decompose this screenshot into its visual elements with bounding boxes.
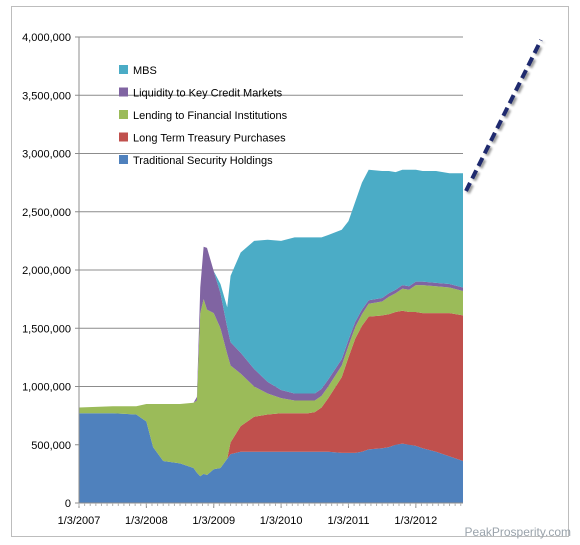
legend-label: Liquidity to Key Credit Markets [133,88,283,100]
legend-label: Lending to Financial Institutions [133,110,288,122]
area-long-term-treasury-purchases [79,310,463,477]
y-tick-label: 3,000,000 [22,149,71,161]
y-axis: 0 500,000 1,000,000 1,500,000 2,000,000 2,500… [22,32,80,510]
area-series [79,169,463,503]
x-tick-label: 1/3/2011 [327,515,369,527]
projection-dashed-line [464,39,543,192]
x-axis: 1/3/2007 1/3/2008 1/3/2009 1/3/2010 1/3/2011… [58,502,463,527]
y-tick-label: 2,000,000 [22,265,71,277]
area-mbs [79,169,463,408]
y-tick-label: 2,500,000 [22,207,71,219]
area-traditional-security-holdings [79,413,463,503]
x-tick-label: 1/3/2008 [125,515,168,527]
y-tick-label: 1,000,000 [22,382,71,394]
legend-swatch [119,87,128,97]
y-tick-label: 500,000 [31,440,71,452]
legend: MBS Liquidity to Key Credit Markets Lendin… [119,65,288,167]
chart-frame [11,6,569,537]
legend-swatch [119,110,128,119]
x-tick-label: 1/3/2007 [58,515,101,527]
y-tick-label: 0 [65,498,71,510]
legend-swatch [119,65,128,74]
watermark: PeakProsperity.com [465,525,571,539]
y-tick-label: 4,000,000 [22,32,71,44]
legend-swatch [119,132,128,142]
x-tick-label: 1/3/2009 [192,515,235,527]
area-lending-to-financial-institutions [79,285,463,477]
x-tick-label: 1/3/2010 [260,515,303,527]
legend-swatch [119,155,128,164]
legend-label: MBS [133,65,157,77]
y-tick-label: 1,500,000 [22,323,71,335]
x-tick-label: 1/3/2012 [394,515,437,527]
legend-label: Long Term Treasury Purchases [133,133,286,145]
legend-label: Traditional Security Holdings [133,155,273,167]
y-tick-label: 3,500,000 [22,90,71,102]
